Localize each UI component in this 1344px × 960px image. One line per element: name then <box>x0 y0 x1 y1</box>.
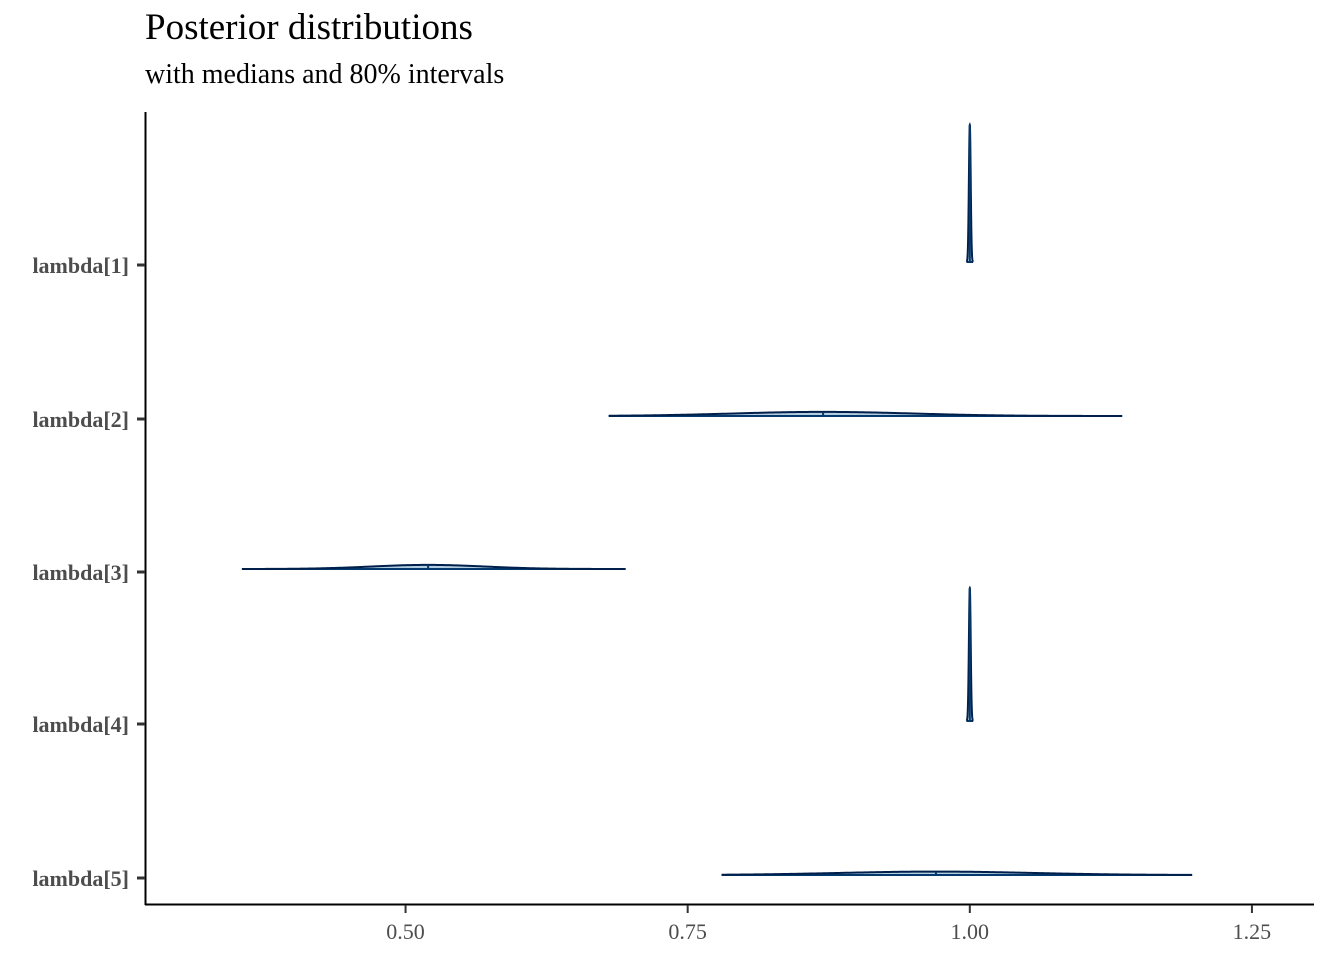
chart-title: Posterior distributions <box>145 7 473 48</box>
x-tick-label-1.25: 1.25 <box>1233 919 1272 944</box>
density-layer <box>241 122 1193 876</box>
y-tick-label-lambda5: lambda[5] <box>32 866 129 891</box>
x-axis-ticks: 0.50 0.75 1.00 1.25 <box>386 905 1271 944</box>
y-tick-label-lambda3: lambda[3] <box>32 560 129 585</box>
chart-subtitle: with medians and 80% intervals <box>145 59 505 90</box>
density-curve-lambda3 <box>241 563 626 570</box>
x-tick-label-0.50: 0.50 <box>386 919 425 944</box>
x-tick-label-0.75: 0.75 <box>668 919 707 944</box>
y-tick-label-lambda1: lambda[1] <box>32 253 129 278</box>
y-tick-label-lambda2: lambda[2] <box>32 407 129 432</box>
y-axis-ticks: lambda[1] lambda[2] lambda[3] lambda[4] lamb… <box>32 253 145 891</box>
x-tick-label-1.00: 1.00 <box>951 919 990 944</box>
density-curve-lambda5 <box>721 870 1193 876</box>
y-tick-label-lambda4: lambda[4] <box>32 712 129 737</box>
density-curve-lambda2 <box>608 410 1123 417</box>
